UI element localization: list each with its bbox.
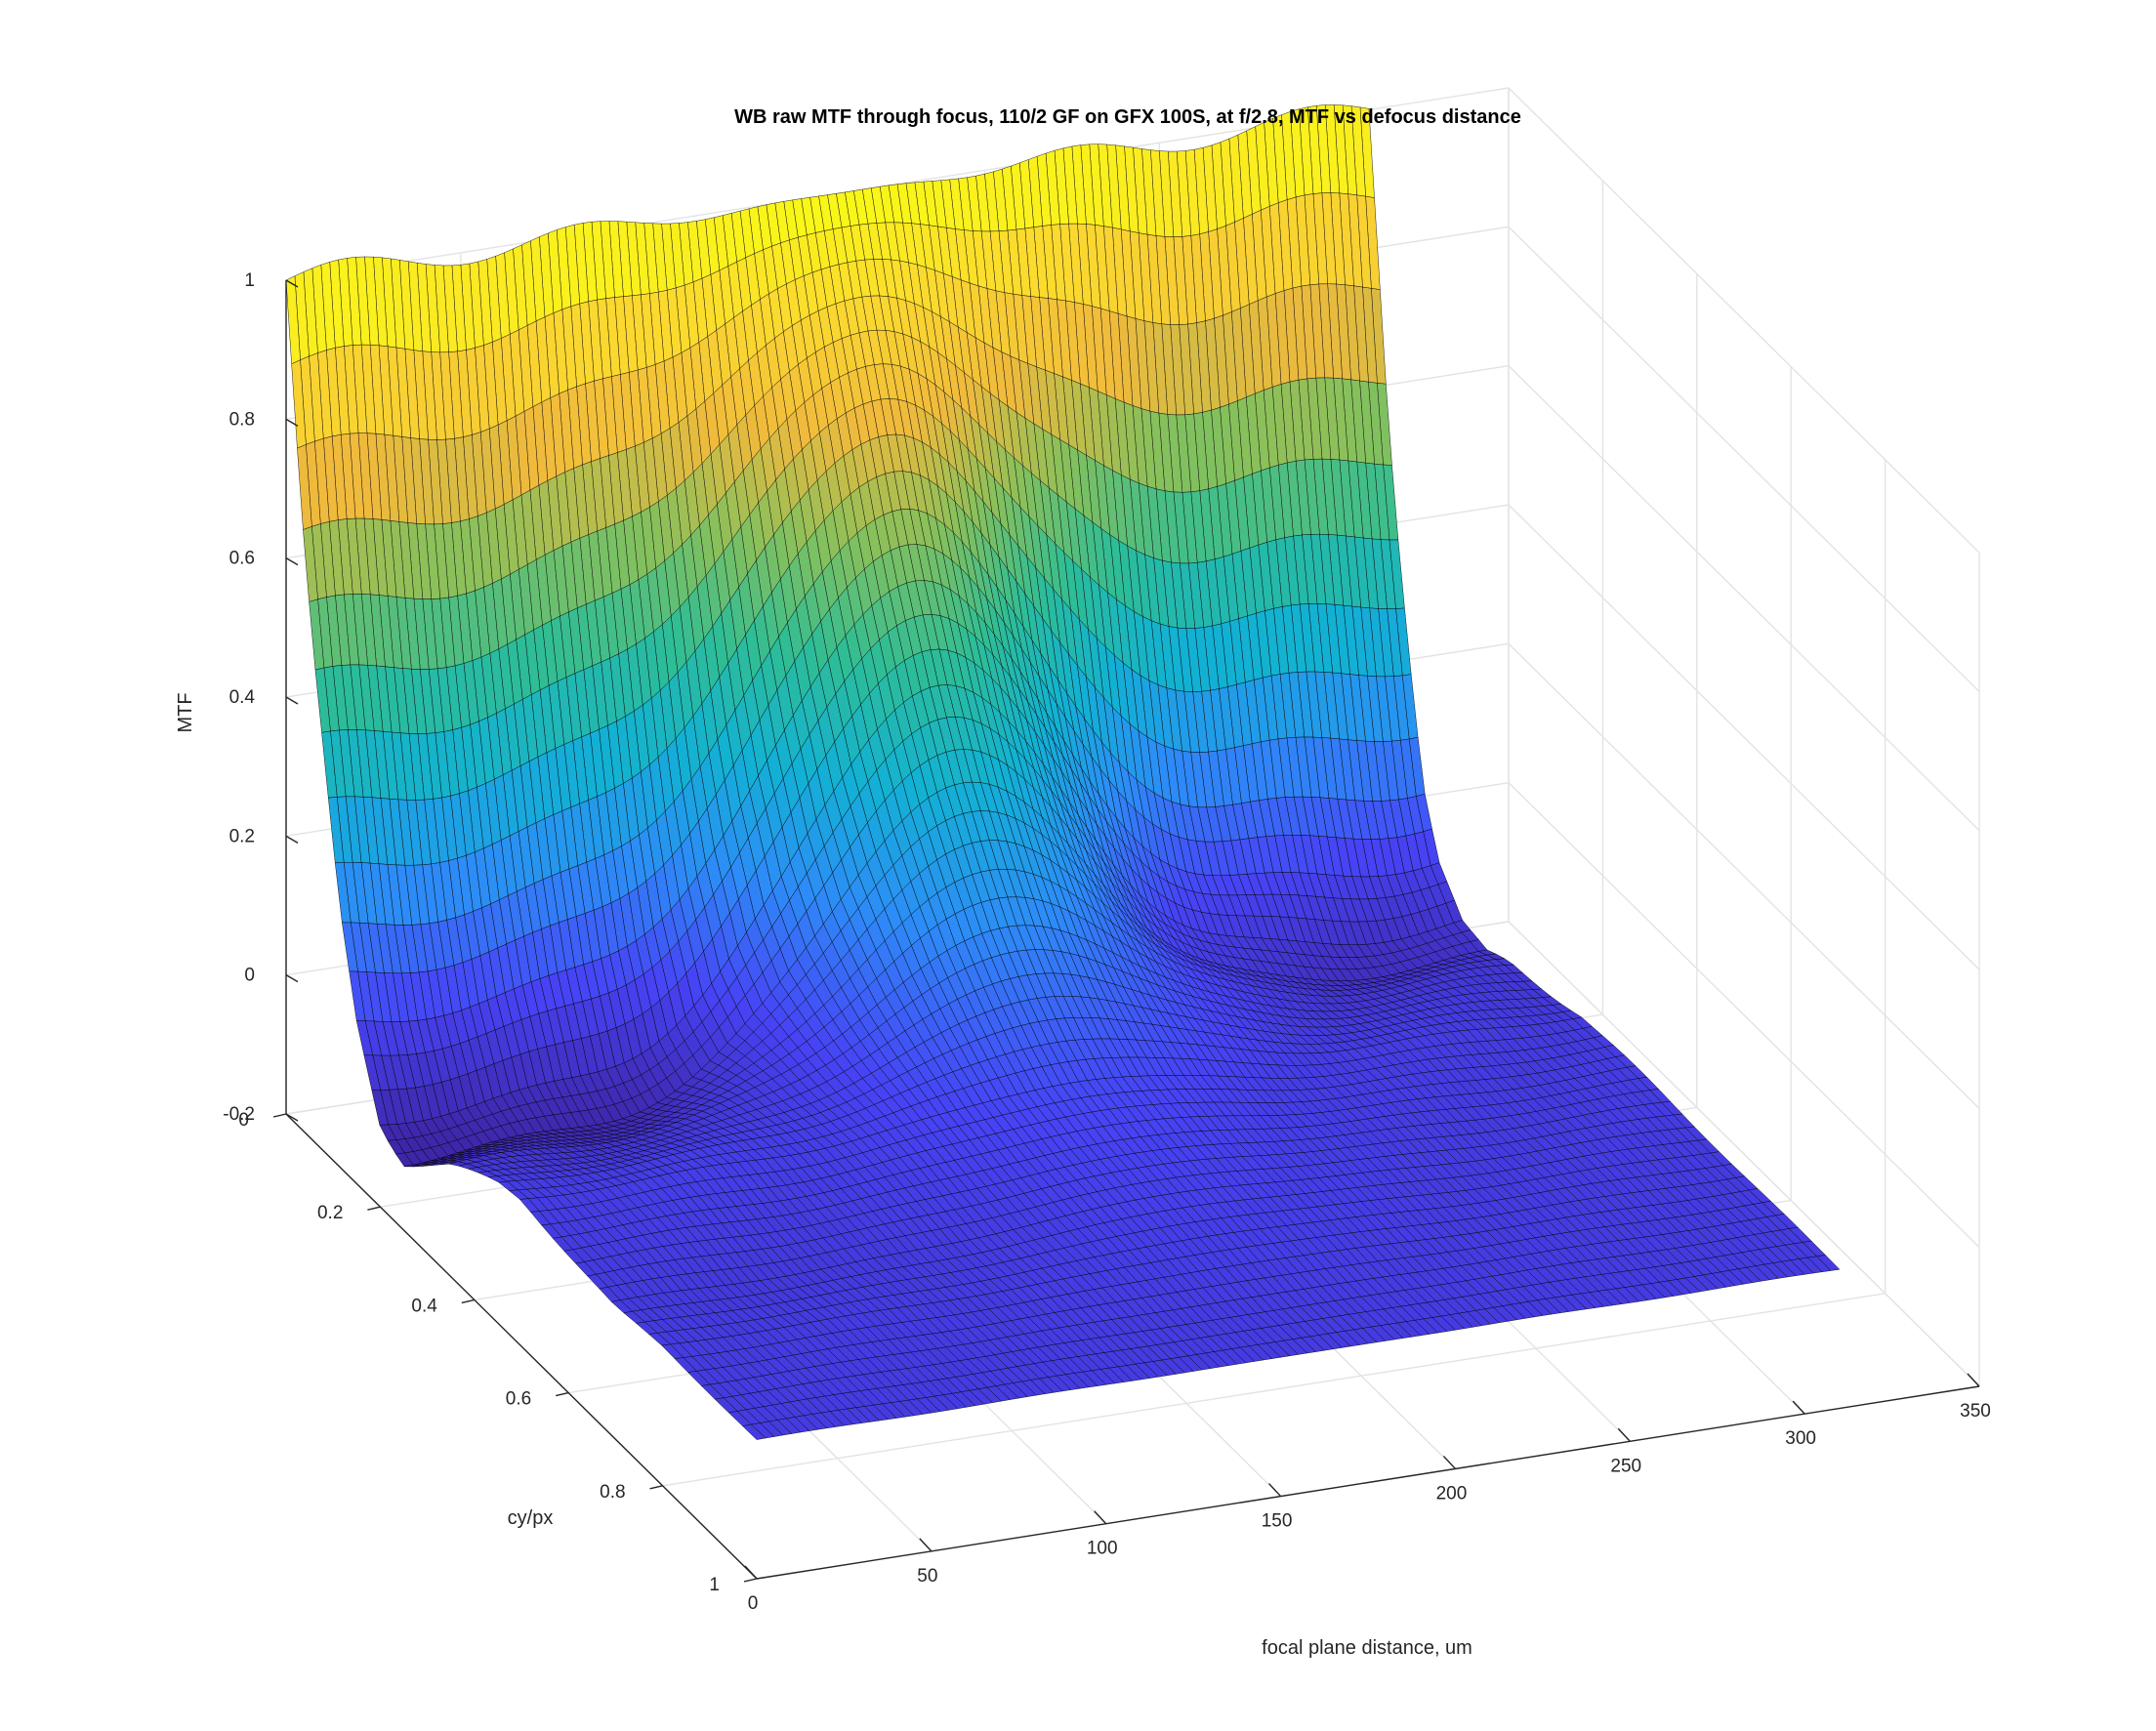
grid-line-side-z <box>1508 504 1980 970</box>
grid-line-side-z <box>1508 226 1980 692</box>
grid-line-side-z <box>1508 782 1980 1249</box>
grid-line-side-z <box>1508 365 1980 832</box>
grid-line-side-z <box>1508 921 1980 1387</box>
grid-line-side-z <box>1508 642 1980 1109</box>
surface-mesh <box>285 104 1841 1440</box>
grid-line-side-z <box>1508 87 1980 554</box>
grid-line-floor-y <box>662 1293 1886 1487</box>
